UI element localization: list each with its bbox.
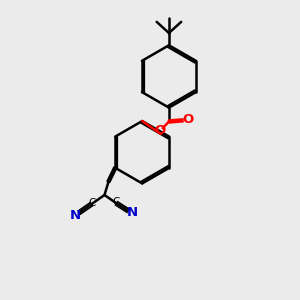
Text: C: C bbox=[112, 197, 119, 207]
Text: C: C bbox=[88, 198, 96, 208]
Text: O: O bbox=[182, 113, 193, 126]
Text: N: N bbox=[126, 206, 137, 219]
Text: N: N bbox=[70, 208, 81, 222]
Text: O: O bbox=[154, 124, 166, 137]
